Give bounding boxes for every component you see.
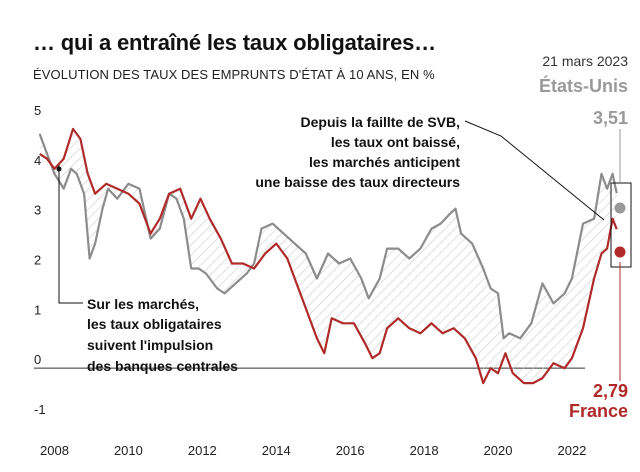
us-endpoint-dot bbox=[614, 202, 626, 214]
chart-subtitle: ÉVOLUTION DES TAUX DES EMPRUNTS D'ÉTAT À… bbox=[33, 67, 435, 82]
x-tick-label: 2016 bbox=[336, 443, 365, 458]
central-bank-annotation: Sur les marchés, les taux obligataires s… bbox=[56, 165, 238, 374]
central-bank-annotation-line: les taux obligataires bbox=[87, 316, 222, 332]
central-bank-annotation-line: Sur les marchés, bbox=[87, 296, 199, 312]
series-lines-layer bbox=[38, 127, 618, 385]
france-endpoint-dot bbox=[614, 246, 626, 258]
date-label: 21 mars 2023 bbox=[542, 53, 628, 69]
svb-annotation-line: Depuis la faillte de SVB, bbox=[301, 114, 461, 130]
svb-pointer-line bbox=[464, 120, 605, 221]
svb-annotation: Depuis la faillte de SVB, les taux ont b… bbox=[255, 114, 605, 221]
y-tick-label: 1 bbox=[34, 302, 41, 317]
central-bank-annotation-line: suivent l'impulsion bbox=[87, 337, 213, 353]
x-tick-label: 2008 bbox=[40, 443, 69, 458]
central-bank-annotation-line: des banques centrales bbox=[87, 358, 238, 374]
y-tick-label: 2 bbox=[34, 252, 41, 267]
axis-labels-layer: 5 4 3 2 1 0 -1 2008 2010 2012 2014 2016 2018 2020 2022 bbox=[34, 103, 586, 458]
svb-annotation-line: une baisse des taux directeurs bbox=[255, 174, 460, 190]
x-tick-label: 2010 bbox=[114, 443, 143, 458]
svb-annotation-line: les taux ont baissé, bbox=[331, 134, 460, 150]
endpoint-callout: 21 mars 2023 États-Unis 3,51 2,79 France bbox=[539, 53, 632, 421]
france-value: 2,79 bbox=[593, 381, 628, 401]
svb-annotation-line: les marchés anticipent bbox=[309, 154, 460, 170]
y-tick-label: 5 bbox=[34, 103, 41, 118]
france-yield-line bbox=[39, 127, 618, 385]
x-tick-label: 2018 bbox=[410, 443, 439, 458]
spread-fill-layer bbox=[39, 130, 617, 384]
x-tick-label: 2014 bbox=[262, 443, 291, 458]
y-tick-label: 4 bbox=[34, 153, 41, 168]
us-yield-line bbox=[38, 133, 618, 340]
x-tick-label: 2012 bbox=[188, 443, 217, 458]
us-label: États-Unis bbox=[539, 75, 628, 96]
y-tick-label: 3 bbox=[34, 203, 41, 218]
chart-title: … qui a entraîné les taux obligataires… bbox=[33, 30, 436, 55]
y-tick-label: 0 bbox=[34, 352, 41, 367]
latest-values-box bbox=[610, 182, 632, 268]
x-tick-label: 2022 bbox=[557, 443, 586, 458]
central-bank-pointer-dot bbox=[56, 166, 62, 172]
us-value: 3,51 bbox=[593, 108, 628, 128]
x-tick-label: 2020 bbox=[484, 443, 513, 458]
central-bank-pointer-line bbox=[58, 165, 83, 304]
y-tick-label: -1 bbox=[34, 402, 46, 417]
france-label: France bbox=[569, 401, 628, 421]
spread-hatch bbox=[39, 130, 617, 384]
